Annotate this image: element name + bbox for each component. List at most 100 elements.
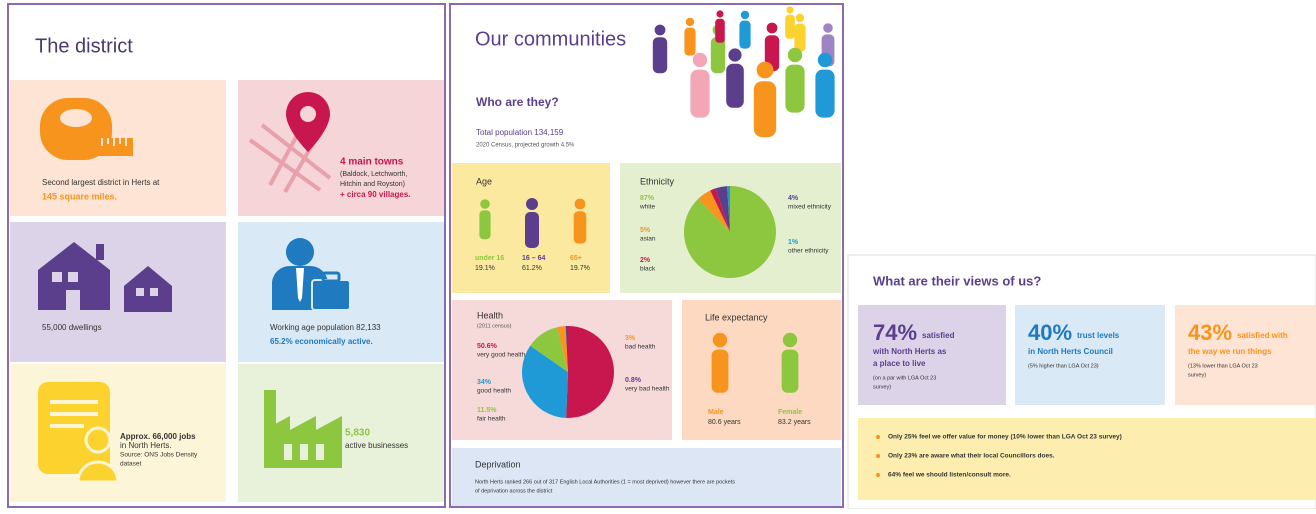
tile	[452, 448, 841, 506]
big-figure: 43%	[1188, 320, 1232, 345]
text: 145 square miles.	[42, 191, 117, 201]
slice-name: white	[639, 204, 656, 211]
slice-name: asian	[640, 236, 656, 243]
person	[653, 37, 667, 73]
person	[815, 70, 834, 118]
page: {"district": {"title": "The district", "…	[0, 0, 1316, 509]
slice-label: 2%	[640, 257, 651, 264]
person	[728, 48, 741, 61]
text: Source: ONS Jobs Density	[120, 452, 198, 459]
text: Age	[476, 176, 492, 186]
bullet: Only 23% are aware what their local Coun…	[888, 453, 1055, 460]
text: of deprivation across the district	[475, 488, 553, 494]
person	[716, 10, 723, 17]
title: Our communities	[475, 28, 626, 50]
slice-label: 1%	[788, 239, 799, 246]
person-icon	[479, 210, 490, 239]
person	[739, 21, 750, 49]
text: Female	[778, 409, 802, 416]
text: (on a par with LGA Oct 23	[873, 375, 936, 381]
bullet-dot	[876, 454, 880, 458]
text: trust levels	[1077, 331, 1120, 340]
text: 16 – 64	[522, 255, 545, 262]
slice-name: other ethnicity	[788, 248, 829, 255]
text: Total population 134,159	[476, 128, 564, 137]
subtitle: Who are they?	[476, 95, 559, 109]
big-figure: 40%	[1028, 320, 1072, 345]
slice-name: very bad health	[625, 386, 670, 393]
person	[785, 65, 804, 113]
text: a place to live	[873, 359, 926, 368]
slice-label: 87%	[640, 195, 655, 202]
person-icon	[712, 350, 729, 393]
text: Hitchin and Royston)	[340, 181, 405, 188]
person	[754, 81, 776, 137]
slice-name: fair health	[477, 416, 506, 423]
text: (Baldock, Letchworth,	[340, 171, 407, 178]
text: Deprivation	[475, 459, 521, 469]
person	[757, 62, 774, 79]
text: Life expectancy	[705, 312, 768, 322]
person-icon	[782, 350, 799, 393]
slice-name: bad health	[625, 344, 656, 351]
text: 5,830	[345, 428, 370, 439]
person-icon	[783, 333, 797, 347]
person	[655, 25, 666, 36]
text: Second largest district in Herts at	[42, 178, 160, 187]
text: Approx. 66,000 jobs	[120, 432, 196, 441]
slice-name: very good health	[477, 352, 525, 359]
person	[726, 64, 744, 108]
text: active businesses	[345, 441, 408, 450]
slice-name: mixed ethnicity	[788, 204, 832, 211]
person	[785, 15, 795, 39]
person	[684, 28, 695, 56]
text: 65.2% economically active.	[270, 337, 373, 346]
person	[715, 19, 725, 43]
person	[767, 23, 778, 34]
bullet-dot	[876, 435, 880, 439]
slice-label: 3%	[625, 335, 636, 342]
text: satisfied with	[1237, 331, 1288, 340]
text: 83.2 years	[778, 419, 811, 426]
slice-label: 50.6%	[477, 343, 498, 350]
person	[786, 6, 793, 13]
text: in North Herts Council	[1028, 347, 1113, 356]
text: 2020 Census, projected growth 4.5%	[476, 143, 575, 149]
text: Health	[477, 310, 503, 320]
text: 61.2%	[522, 265, 542, 272]
slice-label: 11.5%	[477, 407, 497, 414]
text: survey)	[873, 384, 891, 390]
text: satisfied	[922, 331, 955, 340]
title: What are their views of us?	[873, 273, 1041, 288]
bullet-dot	[876, 473, 880, 477]
text: 19.7%	[570, 265, 590, 272]
slice-name: good health	[477, 388, 511, 395]
person-icon	[574, 211, 587, 243]
slice-label: 5%	[640, 227, 651, 234]
person	[741, 11, 749, 19]
text: Male	[708, 409, 724, 416]
bullet: 64% feel we should listen/consult more.	[888, 472, 1011, 479]
slice-name: black	[640, 266, 656, 273]
text: 55,000 dwellings	[42, 323, 102, 332]
big-figure: 74%	[873, 320, 917, 345]
text: (13% lower than LGA Oct 23	[1188, 363, 1258, 369]
infographic: The districtSecond largest district in H…	[0, 0, 1316, 509]
text: Ethnicity	[640, 176, 675, 186]
person	[686, 18, 694, 26]
slice-label: 34%	[477, 379, 492, 386]
person-icon	[575, 199, 586, 210]
text: North Herts ranked 266 out of 317 Englis…	[475, 479, 735, 485]
person	[794, 24, 805, 52]
person-icon	[713, 333, 727, 347]
text: (5% higher than LGA Oct 23)	[1028, 363, 1099, 369]
text: dataset	[120, 461, 142, 468]
person-icon	[526, 198, 538, 210]
text: in North Herts.	[120, 441, 172, 450]
person	[693, 53, 707, 67]
text: (2011 census)	[477, 323, 512, 329]
text: + circa 90 villages.	[340, 190, 411, 199]
bullet: Only 25% feel we offer value for money (…	[888, 434, 1122, 441]
text: survey)	[1188, 372, 1206, 378]
person-icon	[480, 199, 490, 209]
